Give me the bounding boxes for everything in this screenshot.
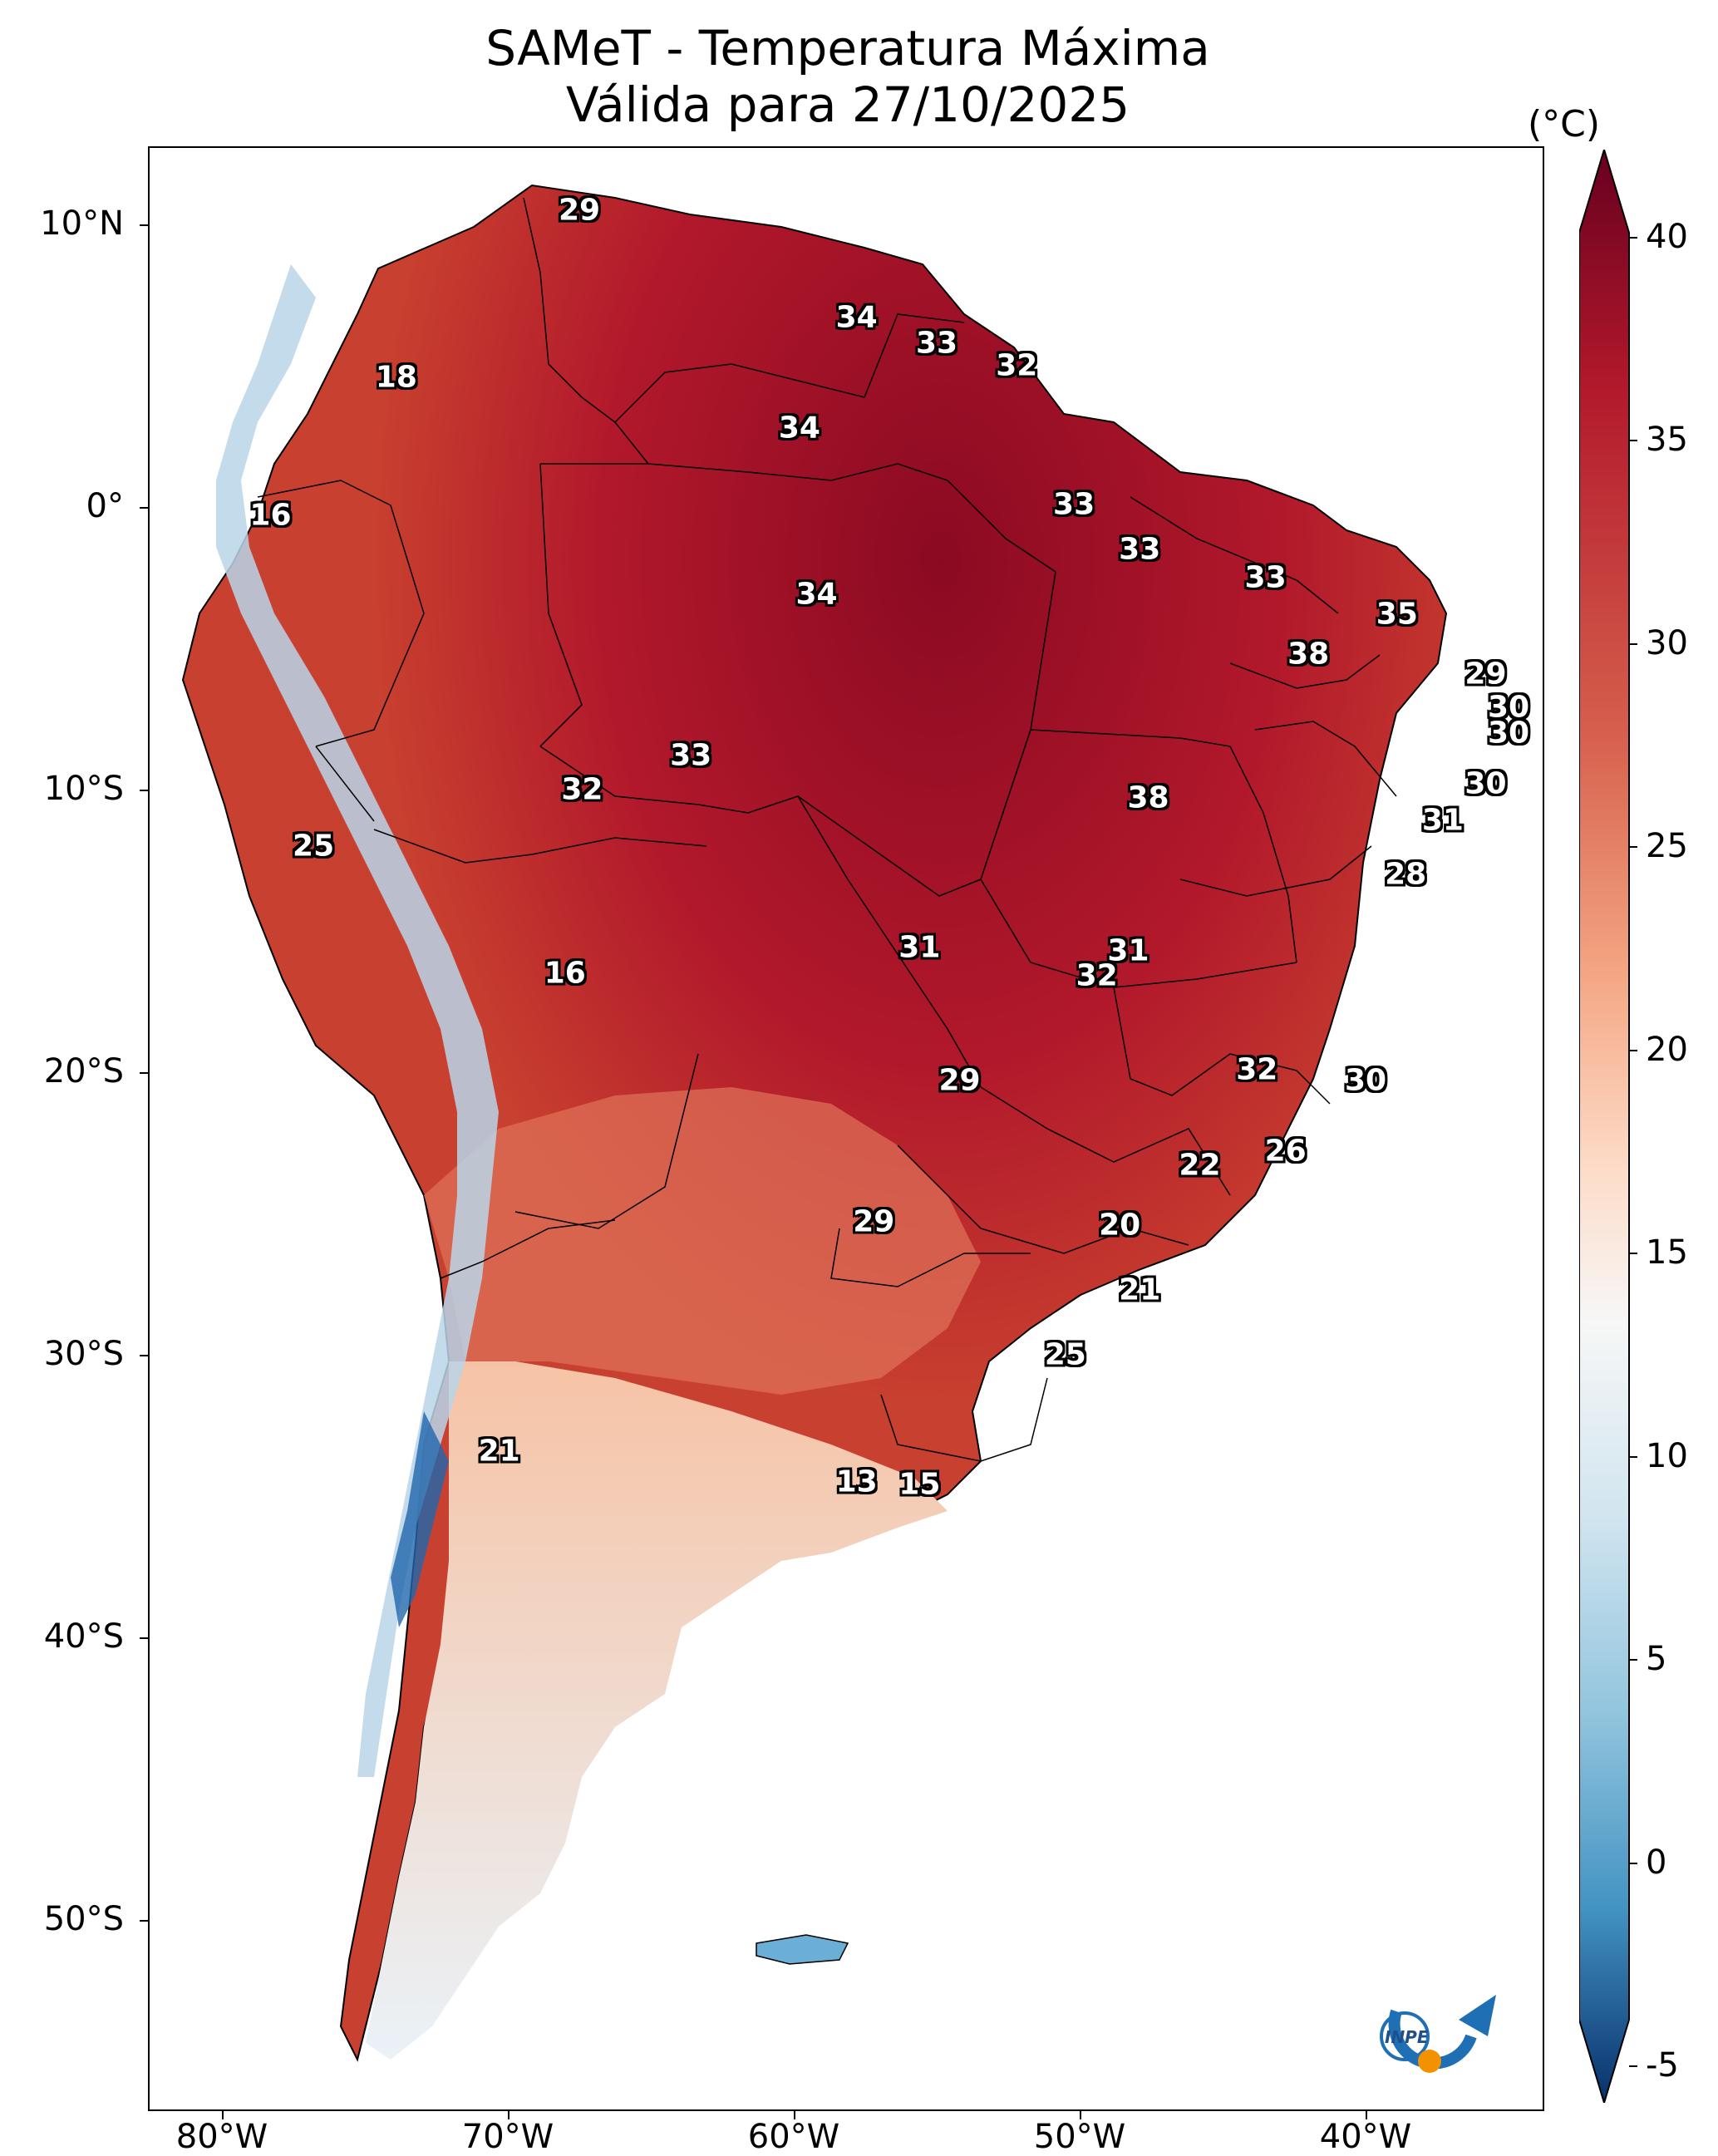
temperature-label: 30 (1344, 1063, 1387, 1098)
temperature-label: 28 (1385, 857, 1427, 892)
temperature-label: 30 (1464, 766, 1507, 801)
temperature-label: 29 (1464, 657, 1507, 692)
temperature-label: 21 (478, 1434, 520, 1469)
colorbar-tick-label: 5 (1646, 1640, 1667, 1679)
colorbar-tick-mark (1629, 1253, 1637, 1255)
temperature-label: 22 (1179, 1148, 1221, 1183)
inpe-logo: INPE (1380, 1995, 1496, 2073)
colorbar-tick-mark (1629, 1455, 1637, 1458)
temperature-label: 32 (1236, 1052, 1278, 1087)
temperature-label: 32 (996, 348, 1038, 383)
temperature-label: 34 (778, 411, 820, 445)
y-tick-mark (140, 1637, 148, 1639)
temperature-label: 30 (1487, 690, 1530, 725)
title-line-2: Válida para 27/10/2025 (565, 76, 1130, 133)
temperature-label: 30 (1487, 716, 1530, 751)
temperature-label: 33 (670, 738, 712, 773)
temperature-label: 34 (795, 577, 838, 612)
colorbar-tick-label: 10 (1646, 1436, 1688, 1475)
x-tick-mark (1366, 2111, 1367, 2119)
temperature-label: 38 (1287, 637, 1330, 672)
colorbar-tick-mark (1629, 642, 1637, 645)
y-tick-mark (140, 507, 148, 509)
temperature-label: 32 (1076, 958, 1118, 993)
colorbar-tick-label: 25 (1646, 827, 1688, 866)
colorbar-tick-label: 30 (1646, 623, 1688, 662)
title-line-1: SAMeT - Temperatura Máxima (485, 20, 1210, 76)
temperature-label: 33 (1119, 532, 1161, 567)
colorbar-tick-mark (1629, 2065, 1637, 2067)
temperature-label: 35 (1376, 597, 1418, 632)
temperature-label: 15 (898, 1467, 941, 1502)
temperature-map (181, 184, 1448, 2062)
temperature-label: 13 (835, 1464, 878, 1499)
colorbar (1579, 150, 1630, 2103)
temperature-label: 33 (915, 326, 958, 361)
colorbar-tick-label: 20 (1646, 1030, 1688, 1069)
temperature-label: 31 (898, 930, 941, 965)
colorbar-tick-label: 0 (1646, 1843, 1667, 1882)
temperature-label: 29 (558, 193, 601, 228)
y-tick-mark (140, 1072, 148, 1074)
temperature-label: 20 (1099, 1208, 1141, 1243)
temperature-label: 29 (853, 1204, 895, 1239)
x-tick-label: 70°W (461, 2118, 554, 2156)
y-tick-label: 50°S (43, 1900, 124, 1938)
x-tick-mark (794, 2111, 795, 2119)
temperature-label: 31 (1421, 803, 1464, 838)
colorbar-tick-label: 40 (1646, 218, 1688, 256)
temperature-label: 31 (1107, 933, 1149, 968)
y-tick-label: 20°S (43, 1052, 124, 1090)
x-tick-mark (508, 2111, 509, 2119)
colorbar-unit-label: (°C) (1528, 103, 1601, 145)
falkland-islands (756, 1934, 849, 1965)
colorbar-tick-label: 15 (1646, 1233, 1688, 1272)
logo-text: INPE (1385, 2027, 1429, 2047)
andes-cool-strip (216, 264, 499, 1777)
x-tick-label: 60°W (747, 2118, 840, 2156)
continent-south-cool (366, 1361, 948, 2060)
y-tick-label: 10°N (40, 204, 124, 243)
temperature-label: 38 (1127, 780, 1169, 815)
temperature-label: 34 (835, 300, 878, 335)
temperature-label: 33 (1053, 487, 1095, 522)
temperature-label: 16 (249, 498, 292, 533)
y-tick-label: 40°S (43, 1617, 124, 1656)
colorbar-tick-label: -5 (1646, 2046, 1679, 2085)
x-tick-label: 40°W (1319, 2118, 1412, 2156)
temperature-label: 18 (375, 360, 417, 395)
andes-deep-cold (391, 1411, 449, 1627)
colorbar-tick-mark (1629, 1862, 1637, 1864)
country-borders (257, 197, 1397, 1462)
y-tick-mark (140, 224, 148, 226)
y-tick-label: 10°S (43, 770, 124, 808)
x-tick-label: 80°W (175, 2118, 268, 2156)
temperature-label: 21 (1119, 1272, 1161, 1307)
x-tick-mark (1080, 2111, 1081, 2119)
colorbar-tick-mark (1629, 846, 1637, 849)
colorbar-tick-mark (1629, 1049, 1637, 1051)
y-tick-label: 30°S (43, 1335, 124, 1373)
temperature-label: 16 (544, 956, 586, 991)
temperature-label: 29 (938, 1063, 981, 1098)
colorbar-tick-mark (1629, 237, 1637, 239)
map-plot-area (148, 146, 1544, 2111)
temperature-label: 25 (293, 829, 335, 864)
x-tick-mark (222, 2111, 224, 2119)
map-title: SAMeT - Temperatura Máxima Válida para 2… (150, 20, 1546, 133)
y-tick-mark (140, 790, 148, 791)
y-tick-mark (140, 1920, 148, 1922)
colorbar-tick-label: 35 (1646, 421, 1688, 460)
central-warm-band (424, 1087, 981, 1395)
temperature-label: 26 (1264, 1134, 1307, 1169)
x-tick-label: 50°W (1033, 2118, 1126, 2156)
y-tick-mark (140, 1355, 148, 1356)
temperature-label: 25 (1044, 1337, 1086, 1372)
colorbar-tick-mark (1629, 440, 1637, 442)
colorbar-tick-mark (1629, 1659, 1637, 1661)
y-tick-label: 0° (86, 487, 124, 525)
temperature-label: 33 (1244, 560, 1287, 595)
temperature-label: 32 (561, 772, 603, 807)
